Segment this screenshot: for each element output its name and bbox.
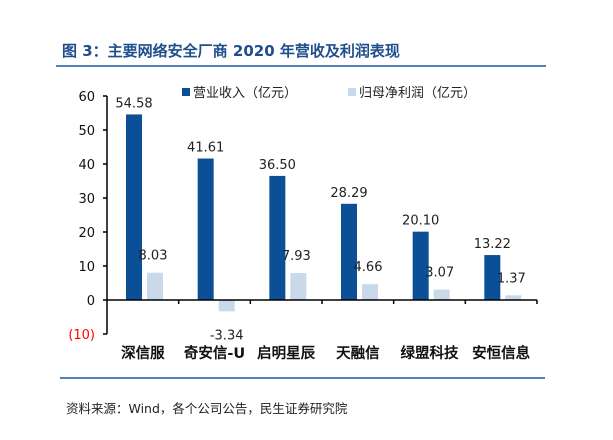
- bar-revenue: [126, 114, 142, 300]
- data-label-profit: 8.03: [139, 249, 168, 264]
- bar-revenue: [341, 203, 357, 300]
- legend-swatch-profit: [348, 88, 356, 96]
- title-rule: [56, 65, 546, 67]
- x-tick-label: 启明星辰: [257, 344, 315, 362]
- bar-profit: [362, 284, 378, 300]
- y-tick-label: 30: [78, 192, 95, 207]
- legend-label-profit: 归母净利润（亿元）: [359, 86, 476, 101]
- x-tick-label: 安恒信息: [472, 344, 530, 362]
- bar-profit: [505, 295, 522, 300]
- legend-swatch-revenue: [182, 88, 190, 96]
- x-tick-label: 深信服: [121, 344, 165, 362]
- legend: 营业收入（亿元） 归母净利润（亿元）: [182, 86, 476, 101]
- data-label-profit: 1.37: [497, 271, 526, 286]
- x-tick-label: 奇安信-U: [184, 344, 245, 362]
- y-tick-label: 0: [87, 294, 95, 309]
- data-label-revenue: 54.58: [115, 96, 152, 111]
- data-label-revenue: 36.50: [259, 158, 296, 173]
- data-label-revenue: 28.29: [330, 186, 367, 201]
- bar-revenue: [269, 175, 286, 300]
- bottom-rule: [60, 377, 545, 379]
- bar-revenue: [484, 255, 501, 300]
- data-label-profit: -3.34: [210, 328, 244, 343]
- y-tick-label: (10): [68, 328, 95, 343]
- bar-revenue: [197, 158, 214, 300]
- data-label-profit: 4.66: [354, 260, 383, 275]
- y-tick-label: 20: [78, 226, 95, 241]
- source-note: 资料来源：Wind，各个公司公告，民生证券研究院: [66, 401, 348, 416]
- data-label-profit: 3.07: [425, 266, 454, 281]
- bar-profit: [147, 272, 163, 300]
- x-tick-label: 天融信: [336, 344, 380, 362]
- legend-label-revenue: 营业收入（亿元）: [193, 86, 297, 101]
- data-label-revenue: 41.61: [187, 141, 224, 156]
- data-label-profit: 7.93: [282, 249, 311, 264]
- figure-title: 图 3：主要网络安全厂商 2020 年营收及利润表现: [62, 42, 400, 60]
- data-label-revenue: 13.22: [474, 237, 511, 252]
- bar-profit: [433, 289, 450, 300]
- y-tick-label: 10: [78, 260, 95, 275]
- y-tick-label: 50: [78, 124, 95, 139]
- y-tick-label: 60: [78, 90, 95, 105]
- bar-revenue: [412, 231, 429, 300]
- data-label-revenue: 20.10: [402, 214, 439, 229]
- bar-profit: [218, 300, 235, 312]
- x-tick-label: 绿盟科技: [401, 344, 459, 362]
- bar-profit: [290, 273, 307, 300]
- y-tick-label: 40: [78, 158, 95, 173]
